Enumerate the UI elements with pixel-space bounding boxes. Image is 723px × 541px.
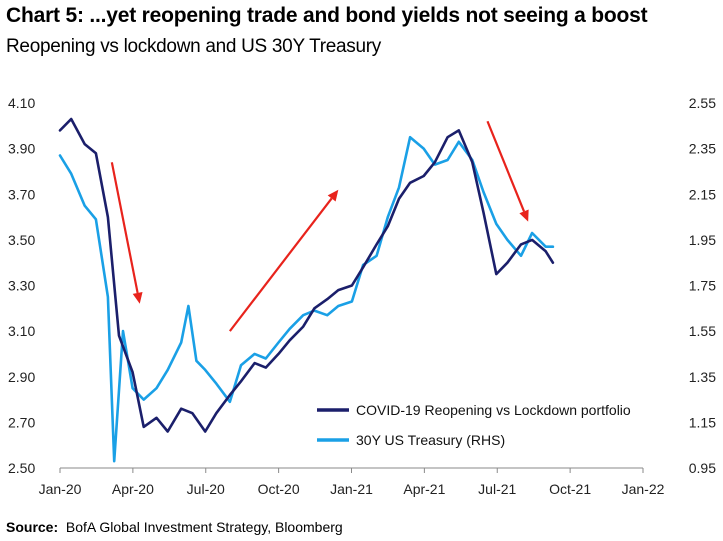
y-left-tick-label: 3.50 [8, 232, 35, 248]
x-tick-label: Apr-20 [112, 481, 154, 497]
left-axis-ticks: 4.10 3.90 3.70 3.50 3.30 3.10 2.90 2.70 2.50 [8, 95, 35, 476]
trend-arrow-3 [486, 120, 529, 222]
y-left-tick-label: 3.90 [8, 141, 35, 157]
arrow-layer [110, 120, 529, 332]
chart-title: Chart 5: ...yet reopening trade and bond… [6, 4, 648, 27]
x-tick-label: Oct-20 [258, 481, 300, 497]
arrow-shaft [229, 197, 333, 332]
trend-arrow-1 [110, 162, 143, 304]
y-right-tick-label: 2.35 [689, 141, 716, 157]
legend: COVID-19 Reopening vs Lockdown portfolio… [317, 402, 631, 448]
trend-arrow-2 [229, 189, 339, 332]
y-right-tick-label: 1.75 [689, 278, 716, 294]
chart-subtitle: Reopening vs lockdown and US 30Y Treasur… [6, 36, 381, 57]
source-label: Source: [6, 519, 59, 535]
y-left-tick-label: 2.50 [8, 460, 35, 476]
legend-label-portfolio: COVID-19 Reopening vs Lockdown portfolio [356, 402, 631, 418]
y-left-tick-label: 2.70 [8, 414, 35, 430]
y-right-tick-label: 2.55 [689, 95, 716, 111]
y-left-tick-label: 3.70 [8, 186, 35, 202]
y-left-tick-label: 3.10 [8, 323, 35, 339]
source-text: BofA Global Investment Strategy, Bloombe… [65, 519, 343, 535]
y-left-tick-label: 4.10 [8, 95, 35, 111]
arrow-shaft [486, 120, 526, 212]
source-note: Source: BofA Global Investment Strategy,… [6, 519, 343, 535]
y-right-tick-label: 2.15 [689, 186, 716, 202]
x-tick-label: Jul-20 [187, 481, 225, 497]
y-right-tick-label: 0.95 [689, 460, 716, 476]
x-tick-label: Jan-21 [330, 481, 373, 497]
series-line-portfolio [58, 117, 555, 433]
y-left-tick-label: 3.30 [8, 278, 35, 294]
legend-label-treasury: 30Y US Treasury (RHS) [356, 432, 505, 448]
y-right-tick-label: 1.55 [689, 323, 716, 339]
series-layer [58, 117, 555, 463]
arrow-shaft [110, 162, 139, 294]
x-tick-label: Jul-21 [478, 481, 516, 497]
x-tick-label: Jan-22 [622, 481, 665, 497]
y-left-tick-label: 2.90 [8, 369, 35, 385]
x-tick-label: Apr-21 [403, 481, 445, 497]
arrow-head [132, 291, 143, 304]
arrow-head [327, 189, 339, 202]
right-axis-ticks: 2.55 2.35 2.15 1.95 1.75 1.55 1.35 1.15 0.95 [689, 95, 716, 476]
x-axis-ticks: Jan-20 Apr-20 Jul-20 Oct-20 Jan-21 Apr-21 Jul-… [39, 468, 665, 497]
x-tick-label: Jan-20 [39, 481, 82, 497]
y-right-tick-label: 1.15 [689, 414, 716, 430]
y-right-tick-label: 1.95 [689, 232, 716, 248]
x-tick-label: Oct-21 [549, 481, 591, 497]
arrow-head [519, 209, 529, 222]
y-right-tick-label: 1.35 [689, 369, 716, 385]
